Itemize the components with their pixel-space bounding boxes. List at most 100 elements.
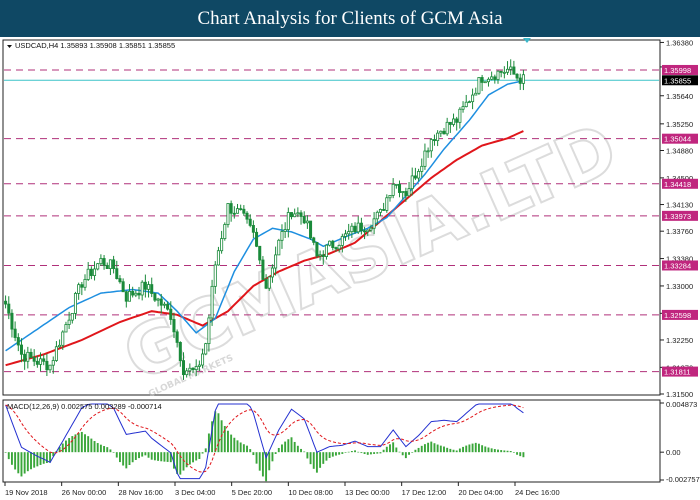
candle: [99, 254, 103, 266]
macd-histogram-bar: [242, 444, 245, 453]
candle: [363, 226, 367, 240]
macd-histogram-bar: [115, 452, 118, 458]
time-tick-label: 24 Dec 16:00: [515, 488, 560, 497]
candle: [455, 116, 459, 131]
level-label-box: [662, 260, 698, 271]
macd-histogram-bar: [182, 452, 185, 471]
candle: [242, 205, 246, 216]
price-tick-label: 1.33000: [666, 282, 693, 291]
candle: [382, 202, 386, 211]
macd-histogram-bar: [160, 452, 163, 462]
macd-histogram-bar: [369, 452, 372, 455]
macd-pane-header: MACD(12,26,9) 0.002575 0.003289 -0.00071…: [7, 402, 162, 411]
candle: [166, 301, 170, 311]
candle: [331, 239, 335, 251]
macd-histogram-bar: [354, 450, 356, 453]
macd-histogram-bar: [455, 450, 458, 453]
candle: [340, 233, 344, 253]
macd-histogram-bar: [481, 445, 484, 453]
macd-histogram-bar: [414, 449, 417, 453]
macd-histogram-bar: [99, 444, 102, 453]
macd-histogram-bar: [214, 411, 217, 453]
macd-histogram-bar: [258, 452, 261, 471]
candle: [309, 220, 313, 240]
candle: [312, 236, 316, 246]
time-tick-label: 17 Dec 12:00: [402, 488, 447, 497]
dropdown-triangle-icon[interactable]: [7, 45, 12, 48]
candle: [432, 134, 436, 146]
candle: [375, 210, 379, 226]
macd-histogram-bar: [207, 433, 210, 453]
macd-histogram-bar: [319, 452, 322, 468]
macd-histogram-bar: [77, 433, 80, 453]
macd-histogram-bar: [20, 452, 23, 477]
candle: [324, 244, 328, 260]
macd-histogram-bar: [506, 450, 509, 453]
macd-histogram-bar: [420, 445, 423, 453]
candle: [64, 321, 68, 333]
macd-histogram-bar: [277, 447, 280, 453]
time-tick-label: 19 Nov 2018: [5, 488, 48, 497]
candle: [204, 342, 208, 356]
candle: [10, 309, 14, 338]
macd-histogram-bar: [239, 442, 242, 453]
macd-histogram-bar: [58, 446, 61, 453]
macd-histogram-bar: [516, 452, 519, 455]
macd-histogram-bar: [14, 452, 17, 470]
sma-blue-line: [5, 79, 524, 352]
macd-histogram-bar: [389, 444, 391, 453]
candle: [270, 264, 274, 283]
level-label-box: [662, 133, 698, 144]
macd-histogram-bar: [449, 448, 452, 453]
candle: [51, 356, 55, 374]
candle: [429, 138, 433, 158]
level-label-box: [662, 178, 698, 189]
macd-histogram-bar: [290, 437, 293, 453]
macd-histogram-bar: [293, 441, 296, 453]
level-lines: [4, 69, 659, 373]
candle: [140, 280, 144, 301]
candle: [191, 367, 195, 373]
macd-histogram-bar: [17, 452, 20, 474]
candle: [159, 293, 163, 314]
macd-histogram-bar: [131, 452, 134, 463]
macd-histogram-bar: [363, 452, 366, 455]
macd-histogram-bar: [249, 449, 252, 453]
candle: [80, 282, 84, 296]
candle: [4, 295, 8, 309]
macd-histogram-bar: [458, 448, 461, 453]
macd-histogram-bar: [309, 452, 312, 465]
macd-histogram-bar: [185, 452, 188, 468]
macd-histogram-bar: [166, 452, 169, 462]
macd-histogram-bar: [236, 440, 239, 453]
candle: [58, 339, 62, 349]
candle: [521, 69, 525, 91]
candle: [302, 211, 306, 225]
candle: [178, 341, 182, 367]
candle: [54, 341, 58, 362]
candle: [172, 312, 176, 338]
macd-histogram-bar: [106, 447, 109, 453]
macd-histogram-bar: [64, 440, 67, 453]
candle: [16, 333, 20, 352]
macd-main-line: [5, 403, 524, 480]
macd-histogram-bar: [45, 452, 48, 464]
macd-histogram-bar: [90, 438, 93, 453]
candle: [385, 194, 389, 213]
macd-histogram-bar: [331, 452, 334, 457]
candle: [426, 147, 430, 158]
candle: [274, 246, 278, 276]
macd-histogram-bar: [462, 446, 465, 453]
macd-histogram-bar: [328, 452, 331, 458]
price-axis: 1.363801.360401.356401.352501.348801.345…: [660, 38, 700, 484]
level-label: 1.32598: [664, 311, 691, 320]
time-tick-label: 26 Nov 00:00: [62, 488, 107, 497]
candle: [442, 127, 446, 135]
candlesticks: [4, 59, 525, 380]
level-label-box: [662, 366, 698, 377]
macd-histogram-bar: [477, 443, 480, 453]
price-tick-label: 1.35640: [666, 92, 693, 101]
chart-shift-icon[interactable]: [523, 38, 531, 43]
macd-histogram-bar: [430, 441, 433, 453]
macd-histogram-bar: [128, 452, 131, 465]
